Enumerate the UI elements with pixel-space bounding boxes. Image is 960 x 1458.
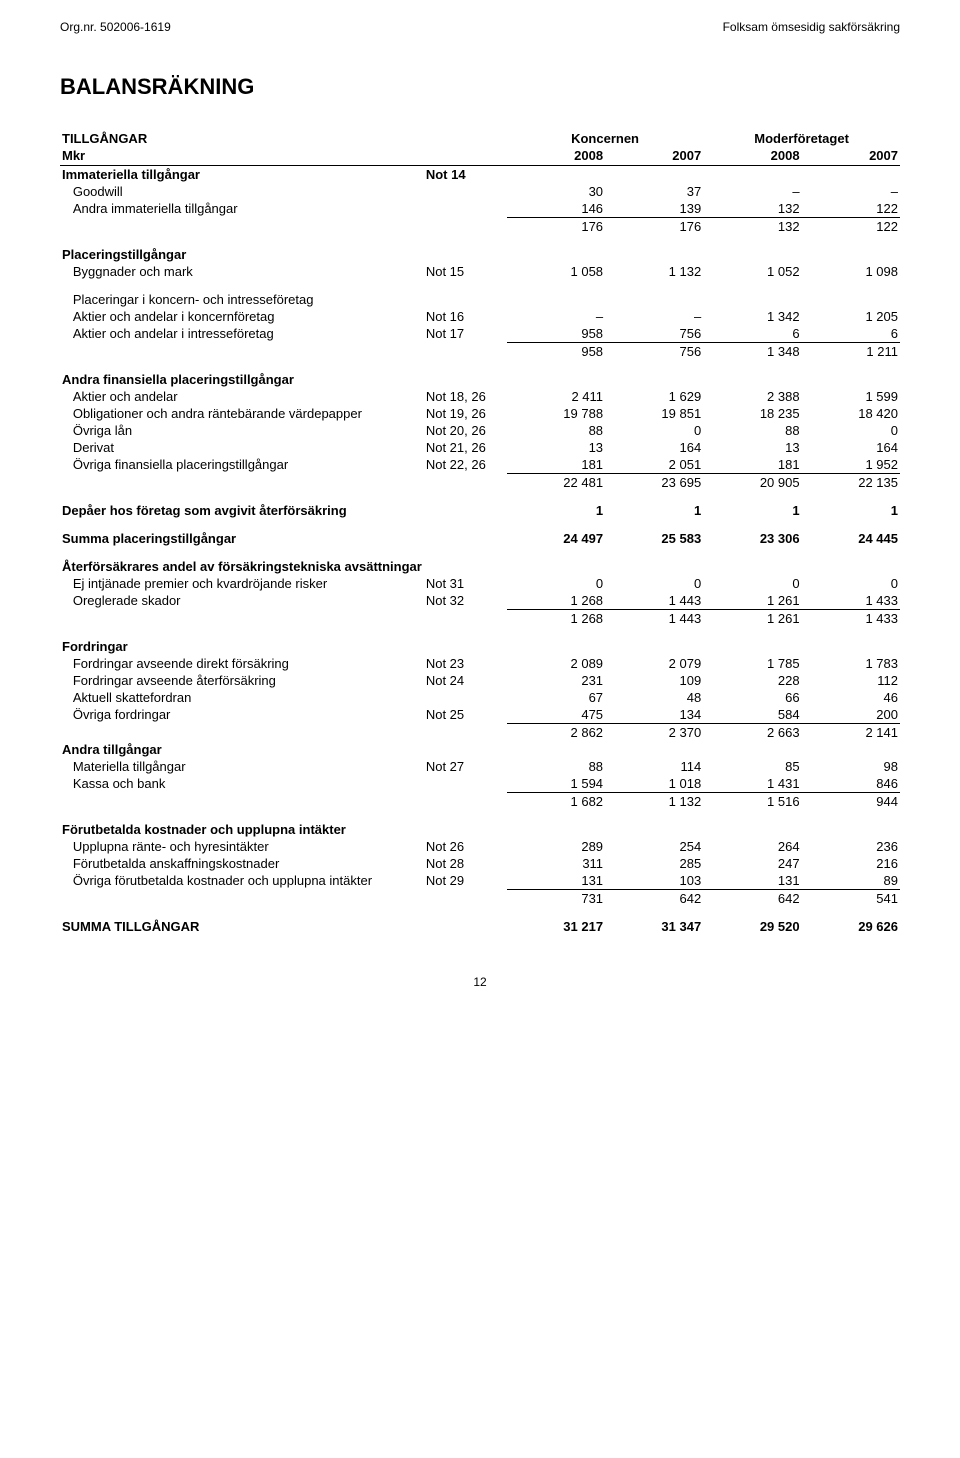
table-row: Materiella tillgångarNot 27881148598 bbox=[60, 758, 900, 775]
table-row: SUMMA TILLGÅNGAR31 21731 34729 52029 626 bbox=[60, 907, 900, 935]
table-row: Fordringar bbox=[60, 627, 900, 655]
table-row: Förutbetalda kostnader och upplupna intä… bbox=[60, 810, 900, 838]
table-row: 731642642541 bbox=[60, 890, 900, 908]
table-row: 2 8622 3702 6632 141 bbox=[60, 724, 900, 742]
table-row: 9587561 3481 211 bbox=[60, 343, 900, 361]
table-row: Aktier och andelar i koncernföretagNot 1… bbox=[60, 308, 900, 325]
table-row: Byggnader och markNot 151 0581 1321 0521… bbox=[60, 263, 900, 280]
table-row: Goodwill3037–– bbox=[60, 183, 900, 200]
table-row: Depåer hos företag som avgivit återförsä… bbox=[60, 491, 900, 519]
table-row: 22 48123 69520 90522 135 bbox=[60, 474, 900, 492]
page-number: 12 bbox=[60, 975, 900, 989]
table-row: 176176132122 bbox=[60, 218, 900, 236]
table-row: Andra tillgångar bbox=[60, 741, 900, 758]
mkr-label: Mkr bbox=[60, 147, 424, 166]
org-nr: Org.nr. 502006-1619 bbox=[60, 20, 171, 34]
table-row: Aktier och andelar i intresseföretagNot … bbox=[60, 325, 900, 343]
col-y4: 2007 bbox=[802, 147, 900, 166]
tillgangar-label: TILLGÅNGAR bbox=[60, 130, 424, 147]
year-header-row: Mkr 2008 2007 2008 2007 bbox=[60, 147, 900, 166]
koncernen-label: Koncernen bbox=[507, 130, 703, 147]
table-row: 1 6821 1321 516944 bbox=[60, 793, 900, 811]
table-row: Återförsäkrares andel av försäkringstekn… bbox=[60, 547, 900, 575]
balance-table: TILLGÅNGAR Koncernen Moderföretaget Mkr … bbox=[60, 130, 900, 935]
table-row: Andra immateriella tillgångar14613913212… bbox=[60, 200, 900, 218]
table-row: Oreglerade skadorNot 321 2681 4431 2611 … bbox=[60, 592, 900, 610]
table-row: Andra finansiella placeringstillgångar bbox=[60, 360, 900, 388]
table-row: Fordringar avseende återförsäkringNot 24… bbox=[60, 672, 900, 689]
table-row: Kassa och bank1 5941 0181 431846 bbox=[60, 775, 900, 793]
page-header: Org.nr. 502006-1619 Folksam ömsesidig sa… bbox=[60, 20, 900, 34]
table-row: Obligationer och andra räntebärande värd… bbox=[60, 405, 900, 422]
table-row: Övriga finansiella placeringstillgångarN… bbox=[60, 456, 900, 474]
col-y1: 2008 bbox=[507, 147, 605, 166]
table-row: Fordringar avseende direkt försäkringNot… bbox=[60, 655, 900, 672]
table-row: Upplupna ränte- och hyresintäkterNot 262… bbox=[60, 838, 900, 855]
table-row: Övriga förutbetalda kostnader och upplup… bbox=[60, 872, 900, 890]
table-row: Övriga fordringarNot 25475134584200 bbox=[60, 706, 900, 724]
table-row: Immateriella tillgångarNot 14 bbox=[60, 166, 900, 184]
group-header-row: TILLGÅNGAR Koncernen Moderföretaget bbox=[60, 130, 900, 147]
table-row: Övriga lånNot 20, 26880880 bbox=[60, 422, 900, 439]
table-row: Förutbetalda anskaffningskostnaderNot 28… bbox=[60, 855, 900, 872]
table-row: 1 2681 4431 2611 433 bbox=[60, 610, 900, 628]
table-row: Aktier och andelarNot 18, 262 4111 6292 … bbox=[60, 388, 900, 405]
table-row: Aktuell skattefordran67486646 bbox=[60, 689, 900, 706]
table-row: DerivatNot 21, 261316413164 bbox=[60, 439, 900, 456]
company-name: Folksam ömsesidig sakförsäkring bbox=[723, 20, 900, 34]
table-row: Placeringar i koncern- och intresseföret… bbox=[60, 280, 900, 308]
page-title: BALANSRÄKNING bbox=[60, 74, 900, 100]
table-row: Summa placeringstillgångar24 49725 58323… bbox=[60, 519, 900, 547]
moderforetaget-label: Moderföretaget bbox=[703, 130, 900, 147]
col-y3: 2008 bbox=[703, 147, 801, 166]
table-row: Ej intjänade premier och kvardröjande ri… bbox=[60, 575, 900, 592]
col-y2: 2007 bbox=[605, 147, 703, 166]
table-row: Placeringstillgångar bbox=[60, 235, 900, 263]
